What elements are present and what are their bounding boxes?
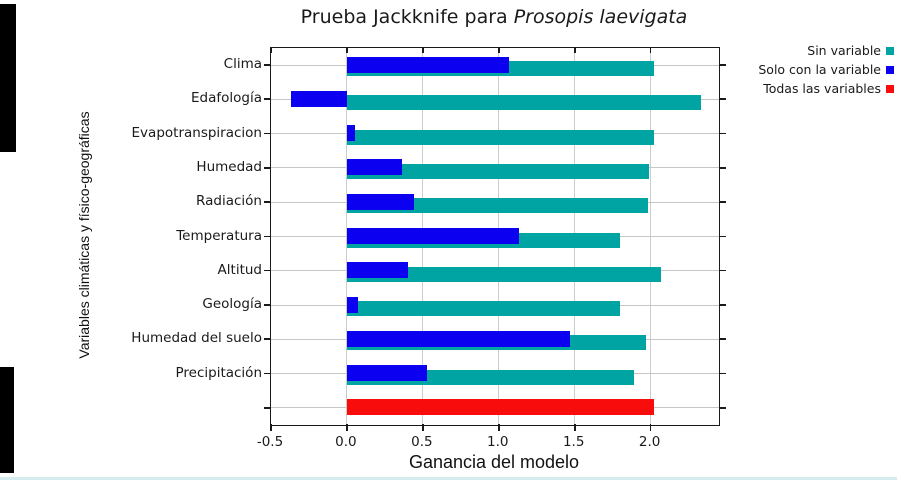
y-tick-right bbox=[719, 338, 726, 340]
chart-title-species: Prosopis laevigata bbox=[513, 6, 688, 28]
x-tick-bottom bbox=[497, 424, 500, 431]
x-tick-label: 2.0 bbox=[638, 434, 661, 450]
y-tick-left bbox=[264, 338, 271, 340]
bar-solo-con-la-variable bbox=[346, 330, 571, 347]
x-tick-top bbox=[346, 48, 348, 53]
bar-sin-variable bbox=[346, 301, 621, 317]
x-tick-label: 1.0 bbox=[487, 434, 509, 450]
x-tick-label: 0.0 bbox=[335, 434, 357, 450]
y-tick-right bbox=[719, 406, 726, 409]
legend-swatch-sin-variable bbox=[886, 46, 894, 55]
bar-sin-variable bbox=[346, 198, 648, 214]
bar-solo-con-la-variable bbox=[346, 159, 402, 176]
x-tick-bottom bbox=[422, 424, 424, 431]
y-tick-left bbox=[264, 269, 271, 272]
legend-item: Solo con la variable bbox=[758, 60, 894, 79]
y-tick-right bbox=[719, 372, 726, 375]
x-tick-top bbox=[573, 48, 576, 53]
bar-sin-variable bbox=[346, 266, 662, 282]
bar-solo-con-la-variable bbox=[346, 56, 510, 73]
legend-swatch-todas-las-variables bbox=[886, 84, 894, 93]
bar-solo-con-la-variable bbox=[346, 228, 519, 244]
category-label: Humedad del suelo bbox=[131, 330, 262, 347]
bar-solo-con-la-variable bbox=[346, 365, 428, 382]
legend-label: Sin variable bbox=[807, 43, 881, 58]
x-tick-label: 0.5 bbox=[411, 434, 433, 450]
bar-solo-con-la-variable bbox=[346, 262, 408, 279]
category-label: Geología bbox=[202, 296, 262, 313]
bar-sin-variable bbox=[346, 129, 654, 145]
x-tick-bottom bbox=[649, 424, 652, 431]
bar-sin-variable bbox=[346, 95, 701, 111]
category-label: Edafología bbox=[191, 90, 262, 107]
legend-label: Todas las variables bbox=[763, 81, 881, 96]
bar-solo-con-la-variable bbox=[346, 296, 358, 313]
x-tick-label: -0.5 bbox=[256, 434, 284, 450]
bar-solo-con-la-variable bbox=[346, 193, 414, 210]
chart-title: Prueba Jackknife para Prosopis laevigata bbox=[270, 6, 718, 28]
legend-item: Todas las variables bbox=[758, 79, 894, 98]
x-tick-bottom bbox=[573, 424, 576, 431]
bar-solo-con-la-variable bbox=[290, 90, 347, 107]
category-label: Evapotranspiracion bbox=[131, 124, 262, 141]
y-tick-left bbox=[264, 406, 271, 409]
window-edge-artifact-bottom bbox=[0, 367, 14, 473]
y-tick-left bbox=[264, 372, 271, 375]
y-tick-left bbox=[264, 132, 271, 135]
bar-sin-variable bbox=[346, 163, 650, 179]
chart-title-prefix: Prueba Jackknife para bbox=[300, 6, 514, 28]
category-label: Temperatura bbox=[176, 227, 262, 244]
x-tick-top bbox=[497, 48, 500, 53]
y-tick-left bbox=[264, 304, 271, 306]
y-tick-left bbox=[264, 64, 271, 66]
y-tick-right bbox=[719, 235, 726, 238]
x-tick-label: 1.5 bbox=[562, 434, 585, 450]
y-tick-right bbox=[719, 269, 726, 272]
window-edge-line-bottom bbox=[0, 477, 897, 480]
category-label: Precipitación bbox=[175, 364, 262, 381]
y-tick-right bbox=[719, 201, 726, 203]
x-tick-bottom bbox=[270, 424, 272, 431]
y-tick-right bbox=[719, 132, 726, 135]
y-tick-left bbox=[264, 201, 271, 203]
y-tick-left bbox=[264, 166, 271, 169]
x-tick-top bbox=[649, 48, 652, 53]
x-tick-top bbox=[270, 48, 272, 53]
bar-solo-con-la-variable bbox=[346, 125, 355, 142]
legend: Sin variable Solo con la variable Todas la… bbox=[758, 41, 894, 98]
x-tick-top bbox=[422, 48, 424, 53]
bar-todas-las-variables bbox=[346, 399, 654, 416]
y-tick-right bbox=[719, 166, 726, 169]
category-label: Radiación bbox=[196, 193, 262, 210]
y-tick-right bbox=[719, 98, 726, 101]
legend-swatch-solo-con-la-variable bbox=[886, 65, 894, 74]
window-edge-artifact-top bbox=[0, 4, 16, 152]
legend-item: Sin variable bbox=[758, 41, 894, 60]
category-label: Altitud bbox=[217, 261, 262, 278]
legend-label: Solo con la variable bbox=[758, 62, 881, 77]
y-tick-right bbox=[719, 64, 726, 66]
plot-area bbox=[264, 47, 726, 431]
category-label: Clima bbox=[223, 56, 262, 73]
y-tick-right bbox=[719, 304, 726, 306]
y-tick-left bbox=[264, 235, 271, 238]
x-tick-bottom bbox=[346, 424, 348, 431]
category-label: Humedad bbox=[196, 158, 262, 175]
y-tick-left bbox=[264, 98, 271, 101]
x-axis-label: Ganancia del modelo bbox=[408, 452, 580, 472]
